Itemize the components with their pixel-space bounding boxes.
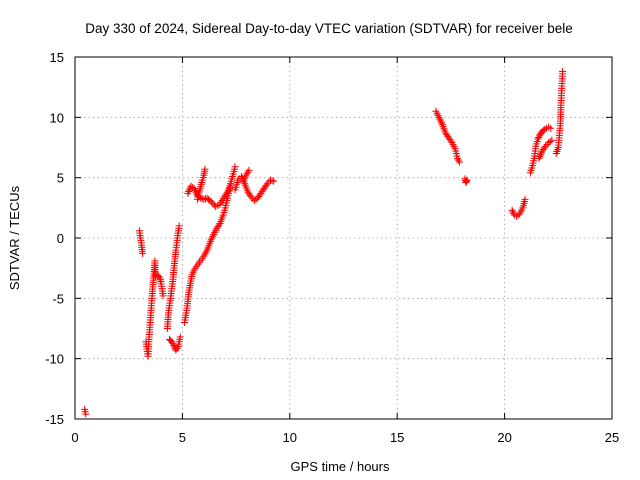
data-point <box>201 165 209 173</box>
data-point <box>536 153 544 161</box>
data-point <box>435 113 443 121</box>
data-point <box>191 186 199 194</box>
data-point <box>244 168 252 176</box>
data-point <box>521 195 529 203</box>
data-point <box>172 346 180 354</box>
data-point <box>156 276 164 284</box>
data-point <box>159 292 167 300</box>
y-tick-label: -10 <box>45 352 64 367</box>
data-point <box>170 341 178 349</box>
data-point <box>266 176 274 184</box>
data-point <box>139 250 147 258</box>
data-point <box>534 135 542 143</box>
data-point <box>265 178 273 186</box>
data-point <box>243 170 251 178</box>
x-tick-label: 25 <box>605 430 619 445</box>
data-point <box>463 176 471 184</box>
x-tick-label: 0 <box>71 430 78 445</box>
data-point <box>173 344 181 352</box>
data-point <box>447 137 455 145</box>
data-point <box>169 340 177 348</box>
data-point <box>185 188 193 196</box>
data-point <box>455 158 463 166</box>
axis-ticks <box>74 56 613 420</box>
y-tick-label: -5 <box>52 291 64 306</box>
data-point <box>155 273 163 281</box>
data-point <box>209 199 217 207</box>
data-point <box>206 238 214 246</box>
y-tick-labels: -15 -10 -5 0 5 10 15 <box>45 50 64 427</box>
data-point <box>270 177 278 185</box>
data-point <box>208 234 216 242</box>
data-point <box>176 333 184 341</box>
data-point <box>436 115 444 123</box>
data-point <box>543 140 551 148</box>
data-point <box>453 154 461 162</box>
data-point <box>231 163 239 171</box>
x-tick-label: 10 <box>283 430 297 445</box>
x-tick-labels: 0 5 10 15 20 25 <box>71 430 619 445</box>
data-point <box>559 67 567 75</box>
data-point <box>263 180 271 188</box>
data-point <box>201 195 209 203</box>
data-point <box>547 124 555 132</box>
data-point <box>548 136 556 144</box>
data-point <box>218 197 226 205</box>
x-axis-label: GPS time / hours <box>291 459 390 474</box>
data-point <box>82 410 90 418</box>
data-point <box>217 198 225 206</box>
data-point <box>546 137 554 145</box>
data-point <box>454 156 462 164</box>
data-point <box>245 166 253 174</box>
data-point <box>268 177 276 185</box>
data-point <box>461 177 469 185</box>
data-point <box>207 236 215 244</box>
y-tick-label: -15 <box>45 412 64 427</box>
data-point <box>537 151 545 159</box>
data-point <box>438 119 446 127</box>
data-point <box>437 117 445 125</box>
data-point <box>190 185 198 193</box>
data-point <box>462 177 470 185</box>
data-point <box>249 195 257 203</box>
data-point <box>247 193 255 201</box>
data-point <box>184 189 192 197</box>
y-tick-label: 0 <box>57 231 64 246</box>
data-point <box>207 198 215 206</box>
data-point <box>222 190 230 198</box>
data-point <box>168 338 176 346</box>
data-point <box>508 206 516 214</box>
y-axis-label: SDTVAR / TECUs <box>7 185 22 290</box>
y-tick-label: 10 <box>50 110 64 125</box>
data-point <box>227 180 235 188</box>
data-point <box>535 133 543 141</box>
data-point <box>216 200 224 208</box>
chart-title: Day 330 of 2024, Sidereal Day-to-day VTE… <box>85 21 572 36</box>
gridlines <box>75 57 612 419</box>
data-point <box>175 222 183 230</box>
x-tick-label: 15 <box>390 430 404 445</box>
x-tick-label: 20 <box>497 430 511 445</box>
data-point <box>215 221 223 229</box>
y-tick-label: 15 <box>50 50 64 65</box>
plot-frame <box>74 56 613 420</box>
y-tick-label: 5 <box>57 171 64 186</box>
data-points <box>81 67 567 418</box>
data-point <box>156 274 164 282</box>
data-point <box>509 208 517 216</box>
data-point <box>541 142 549 150</box>
data-point <box>209 232 217 240</box>
data-point <box>535 154 543 162</box>
x-tick-label: 5 <box>179 430 186 445</box>
